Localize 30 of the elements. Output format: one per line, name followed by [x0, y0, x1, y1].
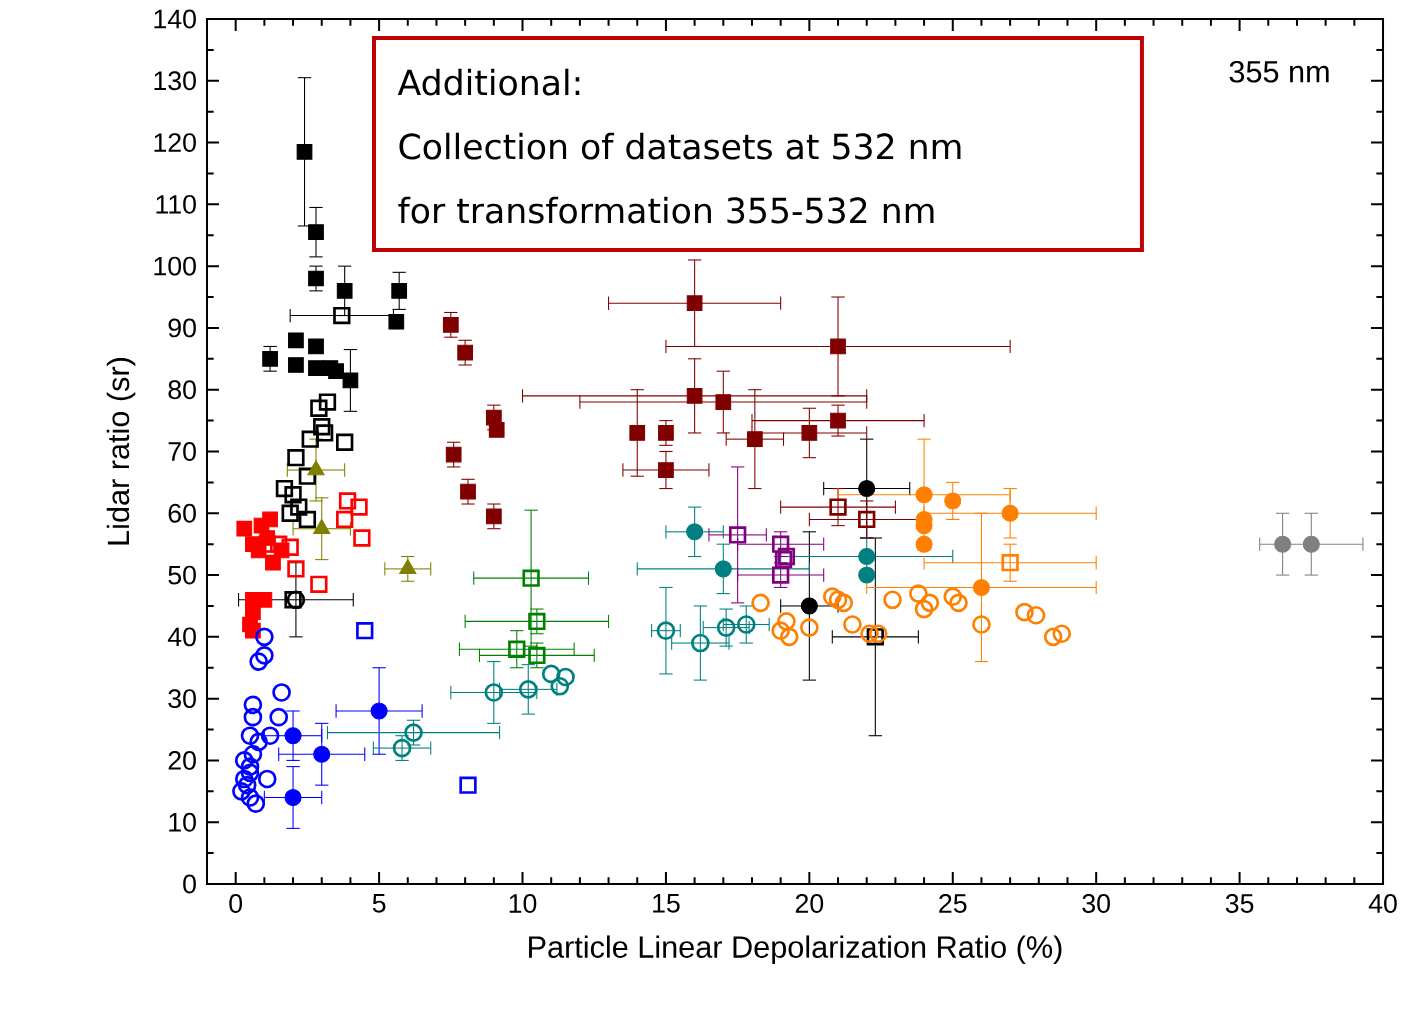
x-tick-label: 35	[1225, 894, 1254, 913]
x-tick-label: 0	[229, 894, 243, 913]
y-tick-label: 30	[168, 689, 196, 709]
y-tick-label: 70	[168, 442, 196, 461]
x-tick-label: 40	[1368, 894, 1397, 913]
y-tick-label: 90	[168, 318, 196, 338]
y-tick-label: 130	[154, 71, 196, 91]
x-tick-label: 10	[509, 894, 537, 913]
y-tick-label: 140	[154, 9, 196, 29]
x-axis-title: Particle Linear Depolarization Ratio (%)	[529, 935, 1062, 964]
x-tick-label: 30	[1082, 894, 1110, 913]
y-tick-label: 40	[167, 627, 196, 647]
y-tick-label: 0	[183, 874, 196, 894]
annotation: for transformation 355-532 nm	[398, 196, 934, 224]
y-axis-title: Lidar ratio (sr)	[106, 358, 136, 545]
y-tick-label: 110	[156, 194, 196, 214]
y-tick-label: 10	[169, 812, 196, 832]
x-tick-label: 25	[939, 894, 967, 913]
y-tick-label: 80	[168, 380, 196, 400]
annotation: Additional:	[397, 68, 580, 96]
annotation: 355 nm	[1229, 60, 1329, 83]
x-tick-label: 15	[653, 894, 680, 913]
x-tick-label: 20	[795, 894, 824, 913]
y-tick-label: 50	[168, 565, 196, 585]
x-tick-label: 5	[372, 894, 386, 913]
y-tick-label: 60	[168, 503, 196, 523]
y-tick-label: 120	[154, 133, 196, 152]
y-tick-label: 100	[154, 256, 196, 276]
y-tick-label: 20	[168, 751, 196, 770]
annotation: Collection of datasets at 532 nm	[399, 132, 961, 160]
